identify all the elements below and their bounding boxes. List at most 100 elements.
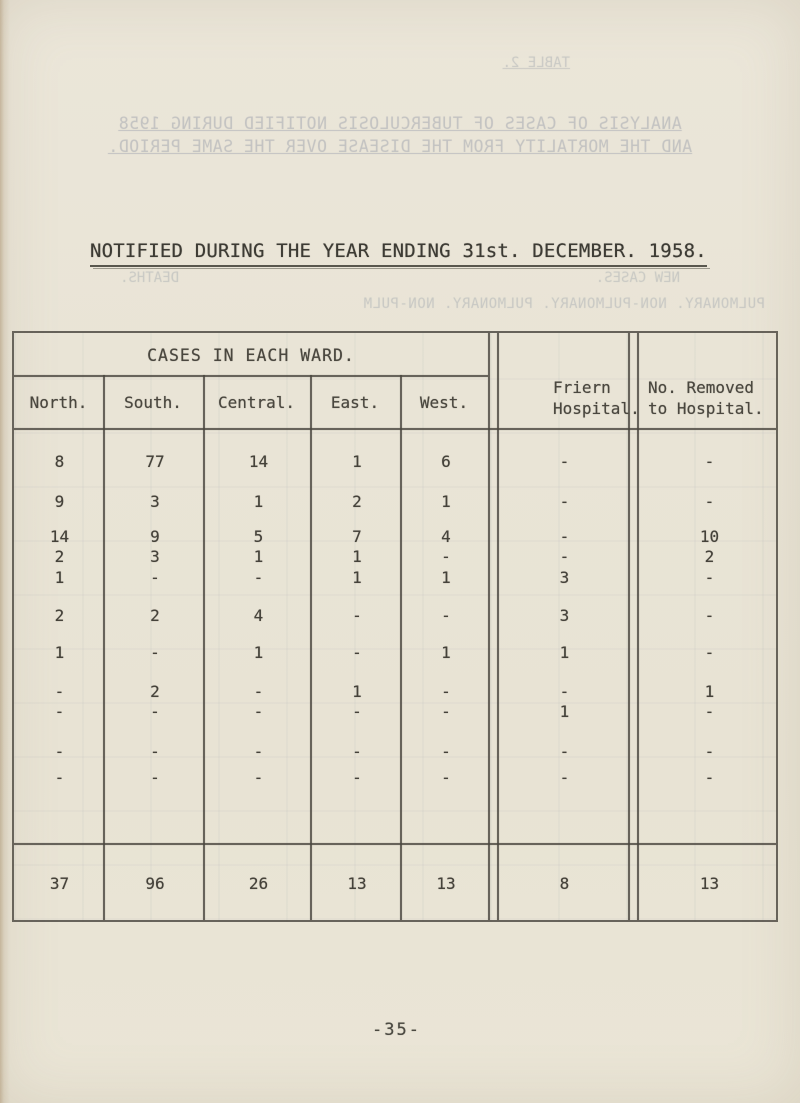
table-cell: - — [441, 547, 451, 566]
table-row: 1 - 1 - 1 1 - — [14, 643, 780, 663]
table-cell: 1 — [559, 643, 570, 662]
table-cell: - — [559, 527, 570, 546]
notifications-table: CASES IN EACH WARD. North. South. Centra… — [12, 331, 778, 922]
table-cell: - — [559, 682, 570, 701]
page-number: -35- — [372, 1020, 421, 1040]
table-cell: - — [352, 702, 362, 721]
table-cell: - — [441, 702, 451, 721]
table-cell: - — [352, 742, 362, 761]
table-cell: 1 — [253, 492, 264, 511]
table-cell: - — [253, 742, 264, 761]
table-cell: 1 — [441, 568, 451, 587]
table-cell: - — [352, 606, 362, 625]
table-cell: - — [704, 606, 715, 625]
table-cell: 1 — [352, 568, 362, 587]
totals-row: 37 96 26 13 13 8 13 — [14, 874, 780, 894]
table-cell: 2 — [150, 606, 160, 625]
table-cell: - — [150, 742, 160, 761]
table-cell: - — [54, 682, 65, 701]
totals-cell: 37 — [49, 874, 70, 893]
table-row: 2 3 1 1 - - 2 — [14, 547, 780, 567]
friern-header-line1: Friern — [553, 378, 611, 397]
table-cell: - — [352, 768, 362, 787]
table-cell: 5 — [253, 527, 264, 546]
table-cell: 1 — [441, 492, 451, 511]
table-cell: - — [441, 606, 451, 625]
table-divider-double — [628, 333, 630, 920]
table-cell: 4 — [441, 527, 451, 546]
table-cell: 2 — [54, 606, 65, 625]
totals-cell: 13 — [699, 874, 720, 893]
friern-header-line2: Hospital. — [553, 399, 640, 418]
table-cell: - — [559, 742, 570, 761]
table-cell: - — [559, 768, 570, 787]
totals-cell: 13 — [347, 874, 367, 893]
totals-cell: 8 — [559, 874, 570, 893]
table-cell: - — [54, 768, 65, 787]
ward-column-headers: North. South. Central. East. West. — [14, 393, 488, 412]
table-cell: 1 — [54, 643, 65, 662]
removed-header-line1: No. Removed — [648, 378, 754, 397]
table-cell: - — [253, 702, 264, 721]
table-row: ------- — [14, 742, 780, 762]
table-cell: 77 — [145, 452, 165, 471]
table-row: 1 - - 1 1 3 - — [14, 568, 780, 588]
table-cell: - — [150, 643, 160, 662]
table-group-header: CASES IN EACH WARD. — [147, 346, 355, 365]
totals-cell: 26 — [248, 874, 269, 893]
column-header-removed-to-hospital: No. Removed to Hospital. — [637, 377, 780, 419]
table-cell: - — [253, 682, 264, 701]
table-divider — [203, 375, 205, 920]
table-cell: 1 — [253, 547, 264, 566]
table-divider-double — [497, 333, 499, 920]
totals-cell: 13 — [436, 874, 456, 893]
table-cell: 1 — [54, 568, 65, 587]
table-cell: - — [704, 742, 715, 761]
table-cell: - — [704, 643, 715, 662]
table-rule — [14, 843, 776, 845]
table-cell: 1 — [352, 547, 362, 566]
table-cell: 9 — [54, 492, 65, 511]
table-cell: 1 — [559, 702, 570, 721]
page-title: NOTIFIED DURING THE YEAR ENDING 31st. DE… — [90, 240, 710, 269]
table-row: - 2 - 1 - - 1 — [14, 682, 780, 702]
table-cell: - — [150, 768, 160, 787]
table-cell: 3 — [150, 492, 160, 511]
ghost-new-cases-label: NEW CASES. — [595, 270, 680, 286]
table-cell: 2 — [54, 547, 65, 566]
table-cell: 1 — [253, 643, 264, 662]
ghost-reverse-subheaders: NEW CASES. DEATHS. — [120, 270, 680, 286]
totals-cell: 96 — [145, 874, 165, 893]
table-cell: 1 — [352, 682, 362, 701]
table-cell: 1 — [441, 643, 451, 662]
table-cell: 9 — [150, 527, 160, 546]
table-row: - - - - - 1 - — [14, 702, 780, 722]
table-row: 14 9 5 7 4 - 10 — [14, 527, 780, 547]
table-cell: 4 — [253, 606, 264, 625]
table-cell: 10 — [699, 527, 720, 546]
ghost-table-label: TABLE 2. — [502, 55, 570, 71]
table-row: ------- — [14, 768, 780, 788]
table-cell: - — [150, 702, 160, 721]
table-divider — [400, 375, 402, 920]
table-cell: 6 — [441, 452, 451, 471]
column-header-friern-hospital: Friern Hospital. — [497, 377, 693, 419]
table-rule — [14, 375, 488, 377]
table-cell: 14 — [49, 527, 70, 546]
ghost-reverse-title: ANALYSIS OF CASES OF TUBERCULOSIS NOTIFI… — [75, 112, 725, 158]
table-divider — [310, 375, 312, 920]
column-header-central: Central. — [217, 393, 296, 412]
table-cell: - — [704, 492, 715, 511]
table-row: 2 2 4 - - 3 - — [14, 606, 780, 626]
table-rule — [14, 428, 776, 430]
table-cell: - — [559, 452, 570, 471]
ghost-deaths-label: DEATHS. — [120, 270, 180, 286]
table-cell: - — [253, 568, 264, 587]
table-cell: - — [441, 742, 451, 761]
table-cell: - — [352, 643, 362, 662]
table-cell: 8 — [54, 452, 65, 471]
table-cell: - — [704, 452, 715, 471]
ghost-reverse-columns: PULMONARY. NON-PULMONARY. PULMONARY. NON… — [363, 296, 765, 312]
table-cell: - — [704, 702, 715, 721]
